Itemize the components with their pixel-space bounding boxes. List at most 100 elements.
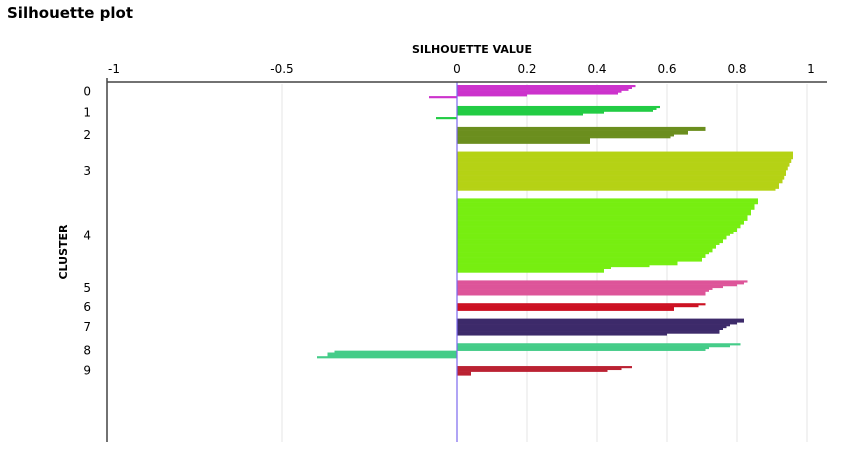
silhouette-bar bbox=[457, 284, 737, 287]
cluster-label: 4 bbox=[83, 228, 91, 242]
silhouette-bar bbox=[457, 183, 779, 186]
silhouette-bar bbox=[457, 289, 709, 292]
silhouette-bar bbox=[457, 141, 590, 144]
silhouette-bar bbox=[457, 126, 706, 130]
silhouette-bar bbox=[457, 228, 737, 231]
silhouette-bar bbox=[457, 291, 706, 294]
silhouette-bar bbox=[457, 215, 748, 218]
silhouette-bar bbox=[457, 244, 716, 247]
silhouette-bar bbox=[457, 320, 744, 323]
silhouette-bar bbox=[457, 282, 744, 285]
x-tick-label: -1 bbox=[108, 62, 120, 76]
silhouette-bar bbox=[457, 213, 751, 216]
silhouette-bar bbox=[457, 207, 755, 210]
silhouette-bar bbox=[457, 250, 713, 253]
silhouette-bar bbox=[457, 220, 744, 223]
x-axis-title: SILHOUETTE VALUE bbox=[412, 43, 532, 56]
silhouette-bar bbox=[317, 356, 457, 359]
silhouette-bar bbox=[457, 181, 783, 184]
silhouette-bar bbox=[457, 175, 785, 178]
bars bbox=[317, 82, 793, 442]
silhouette-bar bbox=[457, 327, 723, 330]
silhouette-bar bbox=[457, 306, 674, 310]
silhouette-bar bbox=[457, 263, 678, 266]
silhouette-bar bbox=[457, 331, 720, 334]
silhouette-bar bbox=[457, 366, 632, 369]
silhouette-bar bbox=[457, 257, 702, 260]
cluster-label: 8 bbox=[83, 344, 91, 358]
silhouette-bar bbox=[457, 203, 755, 207]
silhouette-bar bbox=[327, 354, 457, 357]
silhouette-bar bbox=[457, 200, 758, 203]
silhouette-bar bbox=[457, 139, 590, 142]
silhouette-bar bbox=[457, 303, 706, 306]
silhouette-bar bbox=[457, 158, 792, 162]
silhouette-bar bbox=[457, 138, 590, 141]
silhouette-bar bbox=[457, 322, 737, 325]
silhouette-bar bbox=[457, 173, 786, 176]
x-tick-label: 0.2 bbox=[517, 62, 536, 76]
silhouette-bar bbox=[429, 96, 457, 99]
silhouette-bar bbox=[457, 326, 727, 329]
silhouette-bar bbox=[457, 160, 792, 163]
silhouette-bar bbox=[457, 233, 730, 236]
silhouette-bar bbox=[457, 226, 741, 229]
silhouette-bar bbox=[457, 88, 629, 91]
silhouette-bar bbox=[457, 266, 611, 269]
silhouette-bar bbox=[457, 308, 674, 311]
silhouette-bar bbox=[327, 352, 457, 355]
silhouette-bar bbox=[457, 237, 727, 240]
silhouette-bar bbox=[457, 216, 748, 220]
silhouette-bar bbox=[457, 253, 706, 257]
silhouette-bar bbox=[334, 350, 457, 353]
silhouette-bar bbox=[457, 318, 744, 321]
silhouette-bar bbox=[457, 111, 604, 114]
x-tick-label: -0.5 bbox=[270, 62, 293, 76]
silhouette-bar bbox=[457, 287, 713, 290]
silhouette-bar bbox=[457, 179, 783, 182]
silhouette-bar bbox=[457, 90, 622, 93]
silhouette-bar bbox=[457, 184, 779, 187]
silhouette-bar bbox=[457, 371, 471, 374]
silhouette-bar bbox=[457, 166, 788, 169]
x-tick-label: 0.8 bbox=[727, 62, 746, 76]
silhouette-bar bbox=[457, 240, 723, 244]
silhouette-bar bbox=[457, 198, 758, 201]
silhouette-bar bbox=[457, 113, 583, 116]
silhouette-bar bbox=[457, 222, 744, 225]
silhouette-bar bbox=[457, 105, 660, 109]
silhouette-bar bbox=[457, 168, 788, 171]
silhouette-bar bbox=[457, 252, 709, 255]
silhouette-bar bbox=[457, 261, 678, 264]
silhouette-bar bbox=[457, 186, 779, 189]
silhouette-bar bbox=[457, 305, 699, 308]
silhouette-bar bbox=[457, 107, 657, 110]
page-title: Silhouette plot bbox=[7, 4, 134, 22]
silhouette-bar bbox=[457, 85, 636, 88]
silhouette-bar bbox=[457, 205, 755, 208]
silhouette-bar bbox=[457, 86, 632, 89]
silhouette-bar bbox=[457, 248, 713, 251]
silhouette-bar bbox=[457, 239, 723, 242]
silhouette-bar bbox=[457, 259, 702, 262]
x-tick-label: 0.6 bbox=[657, 62, 676, 76]
silhouette-bar bbox=[457, 345, 730, 348]
silhouette-bar bbox=[457, 293, 706, 296]
silhouette-bar bbox=[457, 333, 667, 336]
x-tick-label: 0.4 bbox=[587, 62, 606, 76]
silhouette-bar bbox=[457, 92, 618, 95]
silhouette-bar bbox=[457, 209, 751, 212]
silhouette-bar bbox=[457, 329, 720, 332]
silhouette-bar bbox=[457, 367, 622, 371]
x-tick-label: 1 bbox=[807, 62, 815, 76]
cluster-label: 2 bbox=[83, 128, 91, 142]
silhouette-bar bbox=[457, 285, 723, 289]
silhouette-bar bbox=[457, 246, 716, 249]
silhouette-bar bbox=[457, 324, 730, 327]
cluster-label: 9 bbox=[83, 364, 91, 378]
silhouette-bar bbox=[457, 128, 706, 131]
cluster-label: 6 bbox=[83, 300, 91, 314]
silhouette-bar bbox=[457, 268, 604, 271]
silhouette-bar bbox=[457, 170, 786, 173]
